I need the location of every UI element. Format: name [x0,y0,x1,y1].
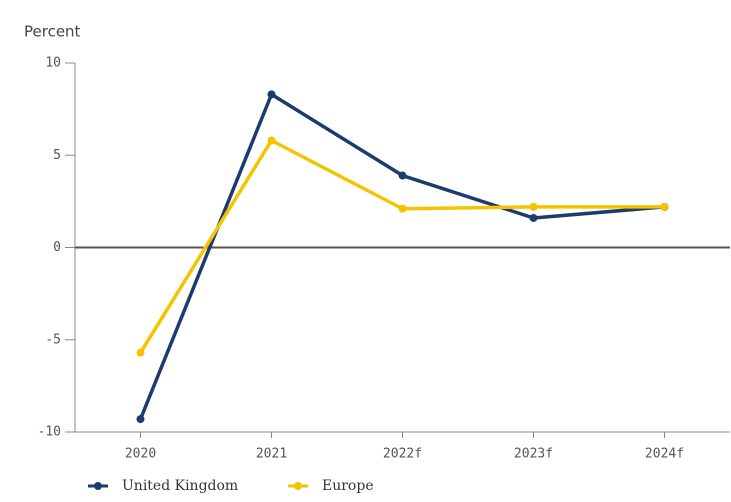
data-point [136,348,145,357]
x-tick-label: 2022f [383,447,422,462]
x-tick-label: 2021 [256,447,287,462]
series-line [138,92,665,420]
x-tick-label: 2024f [645,447,684,462]
x-tick-label: 2023f [514,447,553,462]
legend-label: United Kingdom [122,478,238,494]
y-axis-label: Percent [24,23,81,41]
data-point [660,202,669,211]
data-point [136,415,145,424]
y-tick-label: 5 [53,148,61,163]
y-tick-label: 10 [45,56,61,71]
legend-marker [94,482,102,490]
data-point [398,204,407,213]
data-point [267,136,276,145]
data-point [267,90,276,99]
y-tick-label: -5 [45,332,61,347]
y-tick-label: 0 [53,240,61,255]
legend-label: Europe [322,478,374,494]
data-point [529,213,538,222]
legend-marker [294,482,302,490]
data-point [398,171,407,180]
data-point [529,202,538,211]
x-tick-label: 2020 [125,447,156,462]
y-tick-label: -10 [38,425,61,440]
